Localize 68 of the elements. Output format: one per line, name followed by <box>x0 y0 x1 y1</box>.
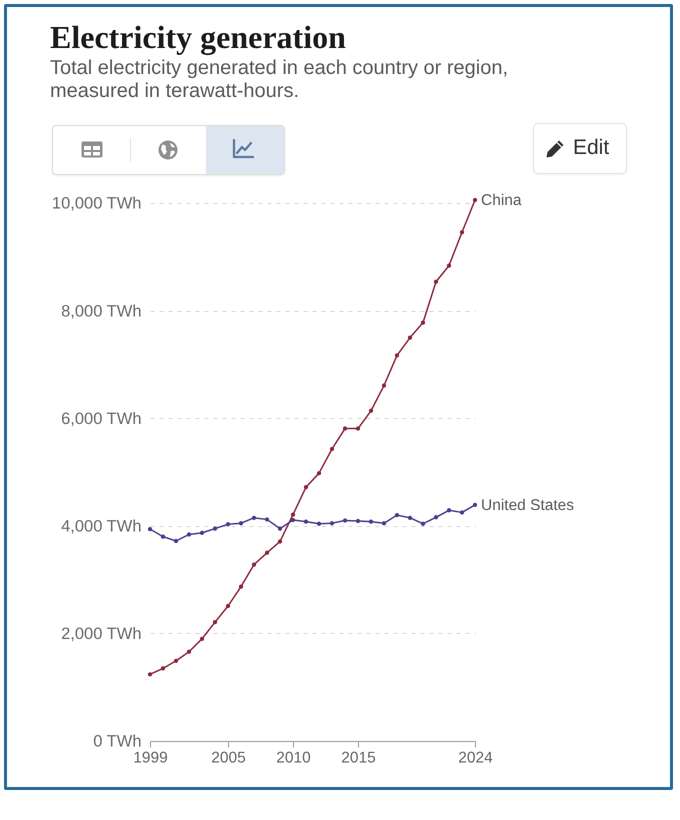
point <box>382 383 386 388</box>
point <box>394 513 400 518</box>
point <box>200 530 204 535</box>
point <box>356 426 360 431</box>
point <box>238 584 244 589</box>
point <box>186 650 192 654</box>
y-tick-label: 10,000 TWh <box>52 194 142 213</box>
point <box>174 658 178 663</box>
x-tick-label: 2010 <box>276 750 312 766</box>
point <box>226 604 230 608</box>
point <box>148 672 152 676</box>
point <box>330 521 334 526</box>
point <box>420 522 426 526</box>
point <box>174 538 178 544</box>
point <box>160 666 166 671</box>
point <box>304 519 308 524</box>
point <box>408 336 412 340</box>
point <box>472 502 478 508</box>
y-tick-label: 6,000 TWh <box>61 410 142 428</box>
point <box>408 516 412 520</box>
point <box>290 512 296 517</box>
point <box>342 518 348 523</box>
point <box>304 485 308 490</box>
point <box>382 521 386 526</box>
point <box>316 522 322 526</box>
series-label: China <box>481 192 522 209</box>
x-tick-label: 2005 <box>211 750 246 766</box>
point <box>368 519 374 524</box>
point <box>434 515 438 520</box>
x-tick-label: 1999 <box>133 750 168 766</box>
point <box>238 521 244 526</box>
x-tick-label: 2024 <box>458 750 494 766</box>
y-tick-label: 4,000 TWh <box>61 517 142 536</box>
point <box>446 263 452 268</box>
point <box>316 471 322 476</box>
point <box>342 426 348 431</box>
point <box>252 562 256 567</box>
point <box>212 526 218 531</box>
y-tick-label: 8,000 TWh <box>61 302 142 320</box>
point <box>264 517 270 522</box>
point <box>290 518 296 522</box>
point <box>264 550 270 555</box>
point <box>356 518 360 524</box>
y-tick-label: 0 TWh <box>93 732 142 750</box>
point <box>226 522 230 526</box>
point <box>278 526 282 531</box>
point <box>434 280 438 284</box>
point <box>394 353 400 358</box>
chart-title: Electricity generation <box>50 18 346 56</box>
point <box>160 534 166 539</box>
point <box>446 508 452 512</box>
x-tick-label: 2015 <box>341 750 376 766</box>
y-tick-label: 2,000 TWh <box>61 624 142 643</box>
point <box>472 198 478 202</box>
point <box>368 408 374 413</box>
series-label: United States <box>481 496 574 514</box>
point <box>252 516 256 520</box>
point <box>330 446 334 452</box>
point <box>460 230 464 234</box>
point <box>148 527 152 532</box>
point <box>460 510 464 515</box>
point <box>212 620 218 624</box>
point <box>186 532 192 537</box>
point <box>278 539 282 544</box>
point <box>200 636 204 641</box>
edit-button: Edit <box>533 123 627 174</box>
point <box>420 320 426 325</box>
chart-subtitle: Total electricity generated in each country or region, measured in terawatt-hours. <box>50 57 510 103</box>
